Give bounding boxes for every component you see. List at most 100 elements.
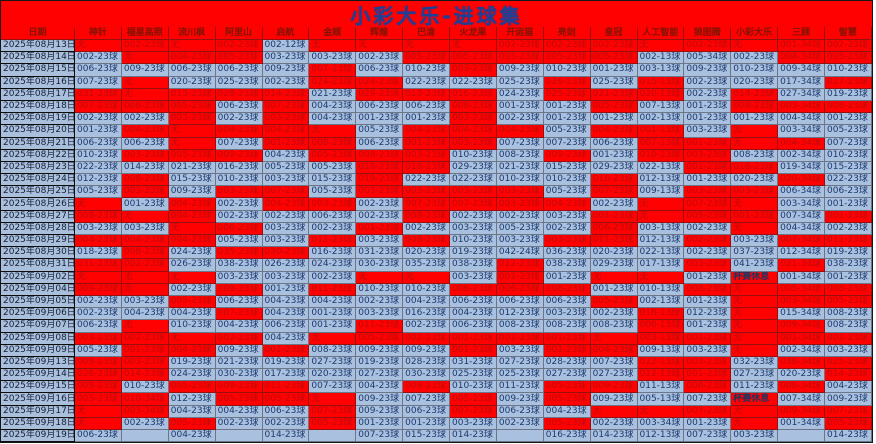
value-cell[interactable]: 001-23球 <box>450 344 497 357</box>
value-cell[interactable]: 005-23球 <box>590 295 638 309</box>
value-cell[interactable]: 009-23球 <box>684 64 732 77</box>
value-cell[interactable]: 003-23球 <box>356 235 404 248</box>
value-cell[interactable]: 019-23球 <box>262 356 310 370</box>
value-cell[interactable]: 001-23球 <box>684 174 732 187</box>
value-cell[interactable]: 024-23球 <box>356 76 404 89</box>
value-cell[interactable]: 005-23球 <box>309 417 357 430</box>
value-cell[interactable]: 002-23球 <box>262 210 310 223</box>
value-cell[interactable]: 005-23球 <box>825 52 872 65</box>
column-header[interactable]: 火龙果 <box>450 27 497 40</box>
value-cell[interactable]: 003-13球 <box>637 222 685 235</box>
value-cell[interactable]: 006-23球 <box>590 222 638 235</box>
value-cell[interactable]: 002-23球 <box>356 52 404 65</box>
value-cell[interactable]: 001-23球 <box>684 417 732 430</box>
value-cell[interactable]: 024-23球 <box>168 247 216 260</box>
value-cell[interactable]: 035-23球 <box>215 247 263 260</box>
value-cell[interactable]: 007-23球 <box>403 393 450 406</box>
value-cell[interactable]: 009-34球 <box>778 64 825 77</box>
column-header[interactable]: 福星高照 <box>121 27 169 40</box>
value-cell[interactable]: 001-23球 <box>262 283 310 296</box>
value-cell[interactable]: 006-23球 <box>75 137 122 150</box>
value-cell[interactable]: 002-23球 <box>543 40 591 53</box>
value-cell[interactable]: 001-23球 <box>496 100 544 114</box>
value-cell[interactable]: 无 <box>731 137 779 150</box>
value-cell[interactable]: 018-23球 <box>356 161 404 175</box>
value-cell[interactable]: 005-23球 <box>168 100 216 114</box>
value-cell[interactable]: 002-23球 <box>590 40 638 53</box>
column-header[interactable]: 智慧 <box>825 27 872 40</box>
value-cell[interactable]: 无 <box>403 40 450 53</box>
value-cell[interactable]: 006-23球 <box>356 137 404 150</box>
date-cell[interactable]: 2025年09月14日 <box>1 369 75 382</box>
value-cell[interactable]: 005-23球 <box>168 417 216 430</box>
value-cell[interactable]: 002-23球 <box>684 222 732 235</box>
value-cell[interactable]: 001-23球 <box>403 113 450 126</box>
value-cell[interactable]: 009-23球 <box>262 64 310 77</box>
value-cell[interactable]: 003-23球 <box>262 235 310 248</box>
value-cell[interactable]: 003-23球 <box>684 259 732 272</box>
value-cell[interactable]: 010-23球 <box>356 283 404 296</box>
value-cell[interactable]: 无 <box>450 40 497 53</box>
value-cell[interactable]: 005-23球 <box>450 52 497 65</box>
value-cell[interactable]: 002-23球 <box>496 113 544 126</box>
value-cell[interactable]: 007-13球 <box>637 137 685 150</box>
value-cell[interactable]: 009-23球 <box>590 393 638 406</box>
value-cell[interactable]: 009-23球 <box>543 149 591 162</box>
value-cell[interactable]: 014-23球 <box>731 88 779 101</box>
value-cell[interactable] <box>309 430 357 442</box>
value-cell[interactable]: 003-34球 <box>778 125 825 138</box>
value-cell[interactable]: 001-23球 <box>309 320 357 333</box>
value-cell[interactable]: 001-23球 <box>731 113 779 126</box>
value-cell[interactable]: 001-23球 <box>684 100 732 114</box>
value-cell[interactable]: 029-23球 <box>215 88 263 101</box>
date-cell[interactable]: 2025年09月19日 <box>1 430 75 442</box>
value-cell[interactable]: 011-23球 <box>496 381 544 394</box>
value-cell[interactable]: 002-23球 <box>309 271 357 284</box>
value-cell[interactable]: 001-23球 <box>590 210 638 223</box>
value-cell[interactable]: 005-23球 <box>590 100 638 114</box>
value-cell[interactable]: 001-23球 <box>75 125 122 138</box>
value-cell[interactable]: 无 <box>75 417 122 430</box>
value-cell[interactable]: 004-23球 <box>168 210 216 223</box>
value-cell[interactable]: 024-23球 <box>496 88 544 101</box>
value-cell[interactable]: 038-23球 <box>215 259 263 272</box>
column-header[interactable]: 启航 <box>262 27 310 40</box>
value-cell[interactable]: 027-23球 <box>309 356 357 370</box>
value-cell[interactable]: 007-23球 <box>825 137 872 150</box>
value-cell[interactable]: 无 <box>731 417 779 430</box>
value-cell[interactable]: 005-23球 <box>168 381 216 394</box>
value-cell[interactable]: 035-23球 <box>403 259 450 272</box>
value-cell[interactable]: 027-23球 <box>543 369 591 382</box>
value-cell[interactable]: 005-23球 <box>262 393 310 406</box>
value-cell[interactable]: 001-23球 <box>496 271 544 284</box>
value-cell[interactable]: 003-23球 <box>309 52 357 65</box>
value-cell[interactable]: 029-23球 <box>590 259 638 272</box>
value-cell[interactable]: 009-23球 <box>215 381 263 394</box>
value-cell[interactable]: 031-23球 <box>450 356 497 370</box>
date-cell[interactable]: 2025年08月24日 <box>1 174 75 187</box>
value-cell[interactable]: 003-23球 <box>496 235 544 248</box>
value-cell[interactable]: 008-23球 <box>731 149 779 162</box>
value-cell[interactable]: 002-23球 <box>825 222 872 235</box>
value-cell[interactable]: 001-23球 <box>356 222 404 235</box>
value-cell[interactable]: 018-23球 <box>590 174 638 187</box>
value-cell[interactable]: 021-23球 <box>590 88 638 101</box>
value-cell[interactable]: 027-23球 <box>731 369 779 382</box>
value-cell[interactable]: 003-13球 <box>637 332 685 345</box>
value-cell[interactable]: 008-23球 <box>496 149 544 162</box>
value-cell[interactable]: 017-23球 <box>262 369 310 382</box>
value-cell[interactable]: 013-23球 <box>168 88 216 101</box>
value-cell[interactable]: 011-23球 <box>590 235 638 248</box>
value-cell[interactable]: 006-23球 <box>309 210 357 223</box>
value-cell[interactable]: 006-23球 <box>403 100 450 114</box>
value-cell[interactable]: 007-23球 <box>590 356 638 370</box>
value-cell[interactable]: 008-23球 <box>309 137 357 150</box>
value-cell[interactable]: 018-23球 <box>75 247 122 260</box>
value-cell[interactable]: 002-23球 <box>309 222 357 235</box>
value-cell[interactable]: 010-23球 <box>450 149 497 162</box>
value-cell[interactable]: 022-23球 <box>450 76 497 89</box>
value-cell[interactable]: 010-23球 <box>543 174 591 187</box>
value-cell[interactable]: 029-23球 <box>450 161 497 175</box>
value-cell[interactable]: 003-23球 <box>75 222 122 235</box>
value-cell[interactable]: 001-23球 <box>450 332 497 345</box>
